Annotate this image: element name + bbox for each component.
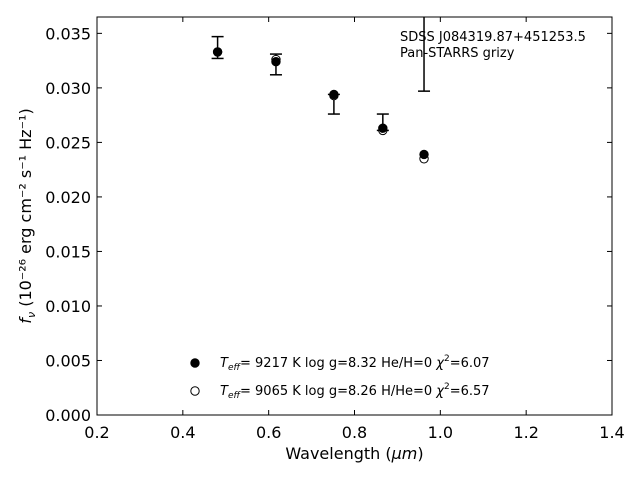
x-tick-label: 0.2 <box>84 423 109 442</box>
y-axis-label: fν (10⁻²⁶ erg cm⁻² s⁻¹ Hz⁻¹) <box>16 108 38 323</box>
axis-ticks: 0.2 0.4 0.6 0.8 1.0 1.2 1.4 0.000 0.005 0.010 0.01… <box>45 17 625 442</box>
x-tick-label: 1.0 <box>428 423 453 442</box>
x-tick-label: 1.2 <box>513 423 538 442</box>
legend: Teff= 9217 K log g=8.32 He/H=0 χ2=6.07 Te… <box>190 354 490 401</box>
annotation-survey: Pan-STARRS grizy <box>400 46 515 61</box>
y-tick-label: 0.025 <box>45 133 91 152</box>
y-tick-label: 0.005 <box>45 351 91 370</box>
x-tick-label: 0.4 <box>170 423 195 442</box>
legend-entry-text: Teff= 9217 K log g=8.32 He/H=0 χ2=6.07 <box>220 354 490 373</box>
data-marks <box>211 17 431 164</box>
x-tick-label: 0.8 <box>342 423 367 442</box>
object-annotation: SDSS J084319.87+451253.5 Pan-STARRS griz… <box>400 30 586 61</box>
x-tick-label: 0.6 <box>256 423 281 442</box>
y-tick-label: 0.000 <box>45 406 91 425</box>
model-point-filled <box>378 123 388 133</box>
y-tick-label: 0.020 <box>45 188 91 207</box>
legend-marker <box>190 386 200 396</box>
y-tick-label: 0.010 <box>45 297 91 316</box>
model-point-filled <box>271 57 281 67</box>
y-tick-label: 0.015 <box>45 242 91 261</box>
x-tick-label: 1.4 <box>599 423 624 442</box>
model-point-filled <box>329 89 339 100</box>
annotation-object-name: SDSS J084319.87+451253.5 <box>400 30 586 45</box>
y-tick-label: 0.030 <box>45 79 91 98</box>
legend-marker <box>190 358 200 368</box>
model-point-filled <box>212 47 223 57</box>
model-point-filled <box>419 149 429 160</box>
legend-entry-text: Teff= 9065 K log g=8.26 H/He=0 χ2=6.57 <box>220 382 490 401</box>
y-tick-label: 0.035 <box>45 24 91 43</box>
error-bar <box>418 17 431 92</box>
x-axis-label: Wavelength (μm) <box>285 444 423 463</box>
